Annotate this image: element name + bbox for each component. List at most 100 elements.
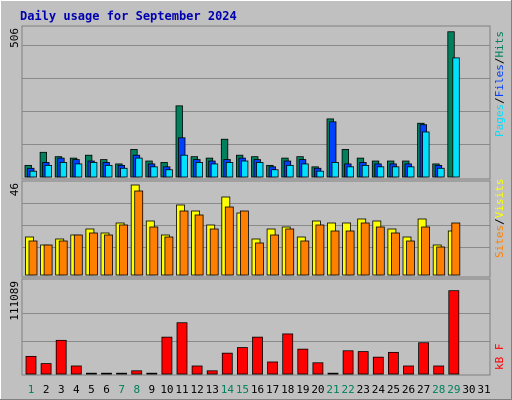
day-label: 3 (58, 383, 65, 396)
legend-middle-part: Sites (493, 225, 506, 258)
legend-bottom-part: kB F (493, 344, 506, 371)
y-max-label-middle: 46 (8, 183, 21, 196)
day-label: 16 (251, 383, 264, 396)
chart-title: Daily usage for September 2024 (20, 9, 237, 23)
bar-kb-f (403, 365, 414, 375)
bar-kb-f (191, 365, 203, 375)
bar-pages (135, 157, 143, 178)
bar-pages (361, 164, 370, 178)
day-label: 15 (236, 383, 249, 396)
panel-top (21, 25, 491, 180)
bar-kb-f (297, 348, 309, 375)
bar-pages (165, 169, 173, 178)
bar-pages (150, 166, 158, 178)
bar-pages (256, 162, 264, 178)
bar-sites (270, 234, 280, 276)
bar-pages (74, 163, 83, 178)
day-label: 30 (462, 383, 475, 396)
day-label: 23 (357, 383, 370, 396)
bar-pages (376, 166, 385, 178)
bar-sites (164, 236, 174, 276)
y-max-label-top: 506 (8, 28, 21, 48)
bar-pages (120, 167, 128, 178)
bar-sites (73, 234, 83, 276)
bar-pages (225, 162, 234, 178)
bar-pages (271, 169, 279, 178)
bar-kb-f (267, 361, 279, 375)
bars-layer (24, 31, 461, 375)
day-label: 21 (326, 383, 339, 396)
bar-kb-f (236, 347, 248, 375)
bar-kb-f (282, 333, 294, 375)
bar-sites (89, 232, 98, 276)
bar-sites (149, 226, 159, 276)
day-label: 31 (477, 383, 490, 396)
bar-sites (375, 226, 385, 276)
day-label: 22 (342, 383, 355, 396)
day-label: 25 (387, 383, 400, 396)
bar-sites (134, 190, 144, 276)
bar-pages (301, 163, 309, 178)
day-label: 19 (296, 383, 309, 396)
bar-sites (315, 224, 325, 276)
day-label: 6 (103, 383, 110, 396)
legend-top-part: Hits (493, 31, 506, 58)
bar-sites (421, 226, 431, 276)
bar-sites (224, 206, 234, 276)
bar-kb-f (176, 322, 188, 375)
day-label: 11 (175, 383, 188, 396)
bar-kb-f (418, 342, 430, 375)
y-max-label-bottom: 111089 (8, 281, 21, 321)
bar-kb-f (312, 362, 324, 375)
bar-sites (179, 210, 189, 276)
day-label: 10 (160, 383, 173, 396)
bar-kb-f (40, 363, 52, 375)
bar-sites (300, 240, 310, 276)
bar-kb-f (387, 351, 399, 375)
bar-kb-f (357, 351, 369, 375)
bar-kb-f (116, 372, 127, 375)
bar-sites (104, 234, 113, 276)
bar-sites (194, 214, 204, 276)
bar-kb-f (221, 352, 233, 375)
bar-sites (390, 232, 400, 276)
bar-sites (330, 230, 340, 276)
bar-kb-f (433, 365, 445, 375)
bar-pages (316, 170, 324, 178)
bar-kb-f (131, 370, 143, 375)
day-label: 7 (118, 383, 125, 396)
bar-pages (422, 131, 430, 178)
bar-sites (345, 230, 355, 276)
labels-layer: 50646111089Pages/Files/HitsSites/Visitsk… (8, 28, 506, 396)
legend-top-part: / (493, 58, 506, 65)
day-label: 27 (417, 383, 430, 396)
bar-sites (119, 224, 128, 276)
bar-sites (58, 240, 68, 276)
bar-pages (195, 162, 204, 178)
bar-pages (44, 164, 52, 178)
bar-sites (28, 240, 38, 276)
day-label: 8 (133, 383, 140, 396)
bar-pages (240, 160, 249, 178)
day-label: 26 (402, 383, 415, 396)
bar-sites (406, 240, 415, 276)
bar-sites (451, 222, 461, 276)
bar-kb-f (252, 336, 263, 375)
bar-sites (239, 210, 249, 276)
day-label: 1 (28, 383, 35, 396)
day-label: 18 (281, 383, 294, 396)
bar-kb-f (342, 350, 354, 375)
bar-pages (331, 162, 339, 178)
bar-pages (286, 164, 294, 178)
bar-sites (209, 228, 219, 276)
legend-top-part: Files (493, 64, 506, 97)
bar-kb-f (55, 339, 67, 375)
legend-middle-part: / (493, 218, 506, 225)
legend-top: Pages/Files/Hits (493, 31, 506, 137)
day-label: 9 (149, 383, 156, 396)
day-label: 17 (266, 383, 279, 396)
bar-pages (59, 162, 68, 178)
bar-kb-f (86, 372, 97, 375)
bar-kb-f (25, 355, 37, 375)
